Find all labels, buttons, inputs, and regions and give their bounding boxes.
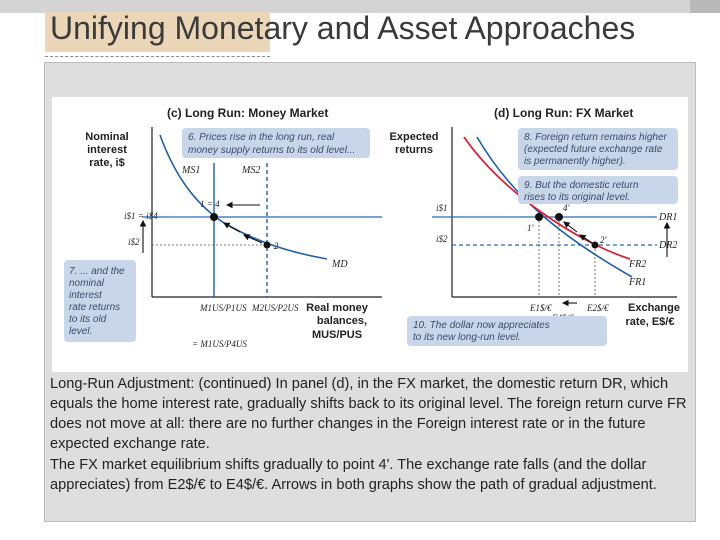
left-adjustment-arrows (139, 201, 263, 253)
point-1-prime-label: 1' (527, 223, 535, 233)
window-top-bar-right (690, 0, 720, 13)
right-y-axis-label: Expected returns (390, 131, 439, 156)
svg-text:is permanently higher).: is permanently higher). (524, 156, 626, 167)
svg-text:MUS/PUS: MUS/PUS (312, 329, 362, 341)
svg-text:Expected: Expected (390, 131, 439, 143)
window-top-bar (0, 0, 720, 13)
caption-paragraph-2: The FX market equilibrium shifts gradual… (50, 457, 657, 493)
svg-text:rate, i$: rate, i$ (89, 157, 124, 169)
left-x-tick-m4: = M1US/P4US (192, 339, 247, 349)
left-x-tick-m2: M2US/P2US (251, 303, 299, 313)
svg-text:returns: returns (395, 144, 433, 156)
svg-text:(expected future exchange rate: (expected future exchange rate (524, 144, 663, 155)
svg-text:level.: level. (69, 326, 92, 337)
right-y-tick-i2: i$2 (436, 234, 448, 244)
right-x-axis-label: Exchange rate, E$/€ (626, 302, 680, 328)
svg-text:Exchange: Exchange (628, 302, 680, 314)
right-adjustment-arrows (561, 221, 671, 307)
svg-text:interest: interest (87, 144, 127, 156)
svg-text:to its old: to its old (69, 314, 107, 325)
note-7: 7. ... and the nominal interest rate ret… (64, 260, 136, 342)
dr2-label: DR2 (658, 240, 677, 251)
svg-text:money supply returns to its ol: money supply returns to its old level... (188, 145, 355, 156)
note-8: 8. Foreign return remains higher (expect… (518, 128, 678, 170)
point-4-prime-label: 4' (563, 203, 571, 213)
fr2-label: FR2 (628, 259, 646, 270)
point-1-prime (535, 213, 543, 221)
svg-text:8. Foreign return remains high: 8. Foreign return remains higher (524, 132, 668, 143)
right-panel-title: (d) Long Run: FX Market (494, 106, 633, 120)
svg-text:9. But the domestic return: 9. But the domestic return (524, 180, 639, 191)
point-4-prime (555, 213, 563, 221)
right-x-tick-e1: E1$/€ (529, 303, 552, 313)
left-y-axis-label: Nominal interest rate, i$ (85, 131, 128, 169)
point-2-prime-label: 2' (600, 235, 608, 245)
svg-text:Nominal: Nominal (85, 131, 128, 143)
ms2-label: MS2 (241, 165, 260, 176)
left-x-tick-m1: M1US/P1US (199, 303, 247, 313)
right-x-tick-e2: E2$/€ (586, 303, 609, 313)
fr1-label: FR1 (628, 277, 646, 288)
dr1-label: DR1 (658, 212, 677, 223)
point-2-prime (591, 241, 599, 249)
svg-text:7. ... and the: 7. ... and the (69, 266, 125, 277)
svg-text:to its new long-run level.: to its new long-run level. (413, 332, 521, 343)
left-y-tick-i1: i$1 = i$4 (124, 211, 158, 221)
svg-text:10. The dollar now appreciates: 10. The dollar now appreciates (413, 320, 550, 331)
point-1-4 (210, 213, 218, 221)
point-1-4-label: 1 = 4 (200, 199, 220, 209)
title-underline (45, 56, 270, 57)
svg-text:rises to its original level.: rises to its original level. (524, 192, 630, 203)
note-6: 6. Prices rise in the long run, real mon… (182, 128, 370, 158)
left-panel-title: (c) Long Run: Money Market (167, 106, 328, 120)
md-label: MD (331, 259, 348, 270)
long-run-figure: (c) Long Run: Money Market Nominal inter… (52, 97, 688, 372)
right-y-tick-i1: i$1 (436, 203, 448, 213)
svg-text:balances,: balances, (317, 315, 367, 327)
svg-text:interest: interest (69, 290, 103, 301)
title-highlight (45, 12, 270, 52)
svg-text:rate, E$/€: rate, E$/€ (626, 316, 675, 328)
svg-text:rate returns: rate returns (69, 302, 120, 313)
ms1-label: MS1 (181, 165, 200, 176)
point-2-left-label: 2 (274, 241, 279, 251)
point-2-left (263, 241, 271, 249)
caption: Long-Run Adjustment: (continued) In pane… (50, 374, 690, 496)
fr2-curve (463, 136, 631, 260)
note-9: 9. But the domestic return rises to its … (518, 176, 678, 204)
slide-title: Unifying Monetary and Asset Approaches (50, 10, 636, 46)
caption-paragraph-1: Long-Run Adjustment: (continued) In pane… (50, 376, 687, 452)
left-y-tick-i2: i$2 (128, 237, 140, 247)
svg-text:6. Prices rise in the long run: 6. Prices rise in the long run, real (188, 132, 335, 143)
note-10: 10. The dollar now appreciates to its ne… (407, 316, 607, 346)
svg-text:Real money: Real money (306, 302, 369, 314)
svg-text:nominal: nominal (69, 278, 105, 289)
left-x-axis-label: Real money balances, MUS/PUS (306, 302, 369, 341)
